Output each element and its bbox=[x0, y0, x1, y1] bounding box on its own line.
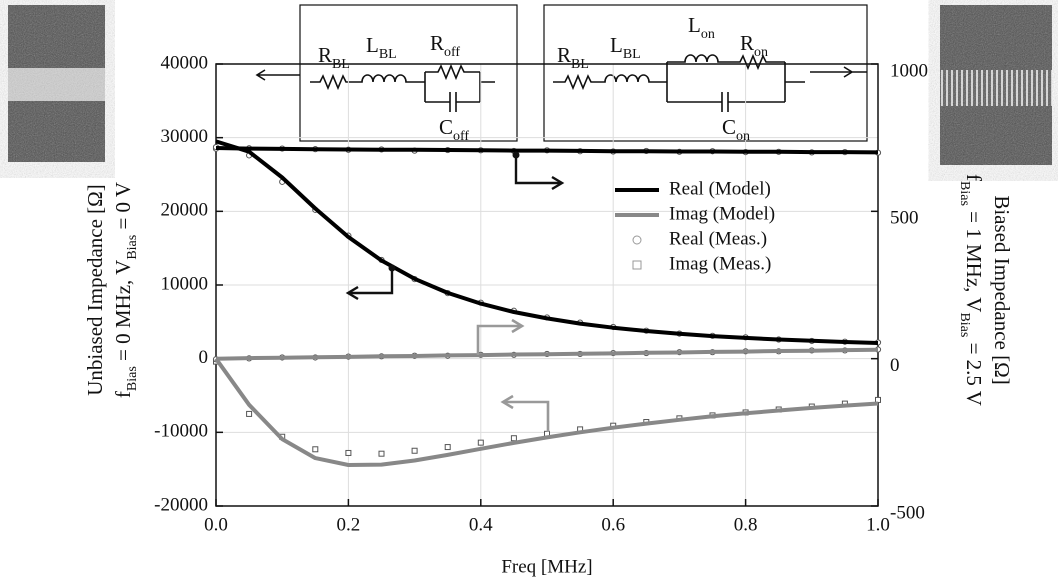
y-tick-label: 0 bbox=[199, 347, 209, 368]
y-axis-title: fBias = 0 MHz, VBias = 0 V bbox=[111, 182, 140, 398]
component-subscript: off bbox=[453, 129, 469, 144]
unbiased-photo bbox=[8, 5, 105, 162]
data-square bbox=[345, 449, 352, 456]
component-label: Ron bbox=[740, 31, 768, 60]
legend-label: Real (Meas.) bbox=[669, 228, 767, 249]
component-symbol: C bbox=[722, 115, 736, 139]
component-label: RBL bbox=[318, 43, 350, 72]
legend-label: Real (Model) bbox=[669, 178, 771, 199]
component-symbol: L bbox=[688, 13, 701, 37]
y-tick-label: 20000 bbox=[161, 200, 209, 221]
y2-tick-label: -500 bbox=[890, 502, 925, 523]
component-subscript: BL bbox=[332, 57, 350, 72]
y-tick-label: -10000 bbox=[154, 421, 208, 442]
y-axis-title-part: Bias bbox=[125, 235, 140, 260]
data-square bbox=[378, 450, 385, 457]
x-tick-label: 1.0 bbox=[866, 514, 890, 535]
x-tick-label: 0.2 bbox=[337, 514, 361, 535]
component-label: RBL bbox=[557, 43, 589, 72]
y2-axis-title-part: Biased Impedance [Ω] bbox=[990, 195, 1014, 384]
component-symbol: L bbox=[610, 33, 623, 57]
component-subscript: BL bbox=[571, 57, 589, 72]
component-symbol: R bbox=[318, 43, 332, 67]
y-axis-title-part: = 0 MHz, V bbox=[111, 260, 135, 367]
data-square bbox=[246, 410, 253, 417]
component-label: Coff bbox=[439, 115, 469, 144]
x-tick-label: 0.4 bbox=[469, 514, 493, 535]
x-axis-title: Freq [MHz] bbox=[501, 556, 592, 577]
x-tick-label: 0.8 bbox=[734, 514, 758, 535]
series-line bbox=[215, 139, 879, 345]
y-axis-title-part: f bbox=[111, 391, 135, 398]
x-tick-label: 0.6 bbox=[601, 514, 625, 535]
y-tick-label: 40000 bbox=[161, 52, 209, 73]
y2-axis-title-part: f bbox=[962, 174, 986, 181]
annotation-arrows bbox=[345, 151, 565, 432]
circuit-biased bbox=[543, 4, 868, 142]
y2-tick-label: 1000 bbox=[890, 60, 928, 81]
series-line bbox=[214, 357, 879, 467]
component-subscript: off bbox=[444, 45, 460, 60]
data-square bbox=[411, 447, 418, 454]
legend-swatch bbox=[632, 260, 642, 270]
data-square bbox=[477, 439, 484, 446]
x-tick-label: 0.0 bbox=[204, 514, 228, 535]
component-subscript: on bbox=[754, 45, 768, 60]
component-symbol: L bbox=[366, 33, 379, 57]
component-label: Lon bbox=[688, 13, 715, 42]
y-axis-title: Unbiased Impedance [Ω] bbox=[83, 184, 107, 396]
legend-label: Imag (Meas.) bbox=[669, 253, 771, 274]
legend-label: Imag (Model) bbox=[669, 203, 775, 224]
y2-axis-title-part: = 1 MHz, V bbox=[962, 206, 986, 313]
component-subscript: on bbox=[701, 27, 715, 42]
component-subscript: on bbox=[736, 129, 750, 144]
component-label: Roff bbox=[430, 31, 460, 60]
data-square bbox=[312, 446, 319, 453]
y2-tick-label: 0 bbox=[890, 355, 900, 376]
y2-axis-title-part: = 2.5 V bbox=[962, 337, 986, 406]
y2-axis-title-part: Bias bbox=[957, 312, 972, 337]
y-axis-title-part: Unbiased Impedance [Ω] bbox=[83, 184, 107, 396]
plot: -20000 -10000 0 10000 20000 30000 40000 -500 0 50… bbox=[154, 52, 928, 535]
component-label: Con bbox=[722, 115, 750, 144]
y-tick-label: -20000 bbox=[154, 494, 208, 515]
y2-axis-title: fBias = 1 MHz, VBias = 2.5 V bbox=[957, 174, 986, 406]
component-symbol: R bbox=[740, 31, 754, 55]
y-tick-label: 30000 bbox=[161, 126, 209, 147]
y-tick-label: 10000 bbox=[161, 273, 209, 294]
component-subscript: BL bbox=[379, 47, 397, 62]
data-square bbox=[444, 444, 451, 451]
component-label: LBL bbox=[366, 33, 397, 62]
circuit-unbiased bbox=[299, 4, 518, 142]
component-subscript: BL bbox=[623, 47, 641, 62]
data-square bbox=[510, 435, 517, 442]
y2-axis-title-part: Bias bbox=[957, 181, 972, 206]
component-symbol: R bbox=[557, 43, 571, 67]
circuit-arrows bbox=[255, 66, 867, 81]
y-axis-title-part: = 0 V bbox=[111, 182, 135, 235]
biased-photo bbox=[940, 5, 1052, 165]
y2-tick-label: 500 bbox=[890, 208, 919, 229]
component-symbol: C bbox=[439, 115, 453, 139]
component-symbol: R bbox=[430, 31, 444, 55]
component-label: LBL bbox=[610, 33, 641, 62]
y-axis-title-part: Bias bbox=[125, 366, 140, 391]
series-line bbox=[215, 347, 879, 361]
y2-axis-title: Biased Impedance [Ω] bbox=[990, 195, 1014, 384]
data-square bbox=[875, 396, 881, 403]
series-line bbox=[215, 146, 879, 155]
legend-swatch bbox=[632, 235, 642, 245]
